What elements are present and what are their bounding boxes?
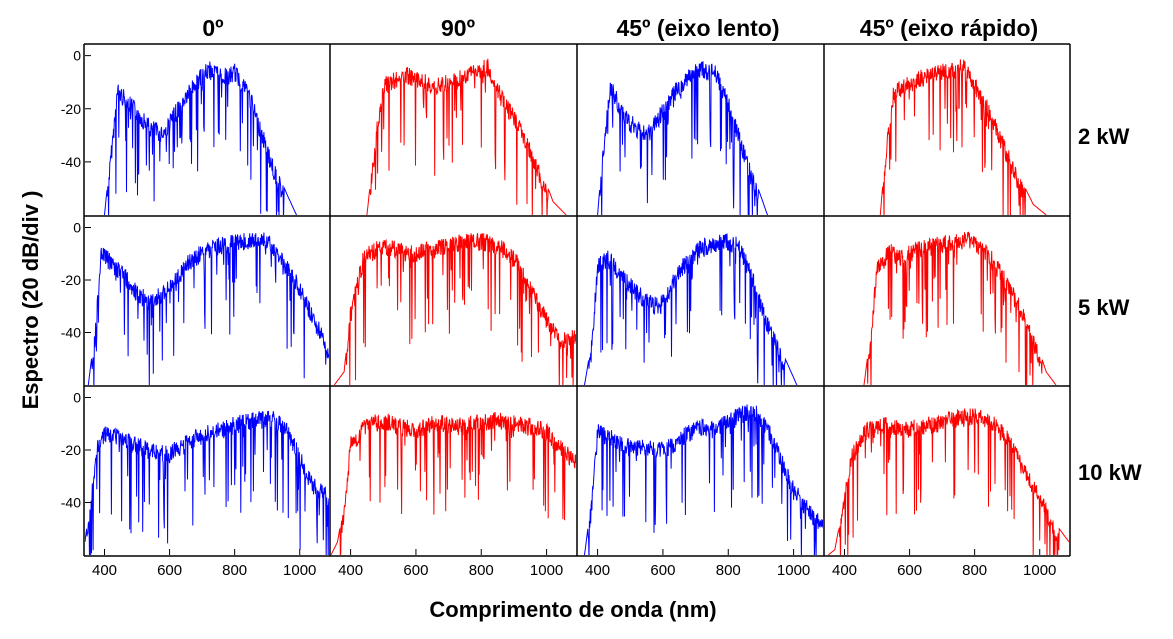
x-tick-label: 800 xyxy=(469,562,494,579)
panel-r0-c1 xyxy=(366,58,567,215)
x-tick-label: 600 xyxy=(157,562,182,579)
panel-r1-c1 xyxy=(333,233,576,385)
spectrum-trace-r1-c0 xyxy=(87,232,329,385)
panel-r2-c0: 0 -20 -40 400 600 800 1000 xyxy=(61,390,329,579)
spectrum-trace-r2-c2 xyxy=(584,404,823,555)
y-tick-label: -20 xyxy=(61,272,81,288)
panel-r0-c3 xyxy=(879,59,1047,215)
x-tick-label: 1000 xyxy=(777,562,810,579)
x-axis-title: Comprimento de onda (nm) xyxy=(429,597,716,622)
row-labels: 2 kW 5 kW 10 kW xyxy=(1078,124,1142,485)
spectrum-trace-r2-c3 xyxy=(828,407,1069,555)
x-tick-label: 400 xyxy=(338,562,363,579)
panel-r1-c3 xyxy=(863,231,1057,385)
column-title-0: 0º xyxy=(202,15,223,41)
x-tick-label: 400 xyxy=(585,562,610,579)
panel-r1-c2 xyxy=(584,233,798,385)
x-tick-label: 800 xyxy=(716,562,741,579)
spectrum-trace-r0-c2 xyxy=(597,60,768,215)
column-title-45-fast: 45º (eixo rápido) xyxy=(860,15,1038,41)
spectrum-trace-r0-c0 xyxy=(104,61,297,215)
y-tick-label: -40 xyxy=(61,325,81,341)
row-label-10kw: 10 kW xyxy=(1078,460,1142,485)
spectrum-trace-r1-c2 xyxy=(584,233,798,385)
spectrum-trace-r0-c3 xyxy=(879,59,1047,215)
spectrum-trace-r0-c1 xyxy=(366,58,567,215)
y-tick-label: 0 xyxy=(73,48,81,64)
x-tick-label: 600 xyxy=(650,562,675,579)
panel-r2-c2: 400 600 800 1000 xyxy=(584,404,823,579)
x-tick-label: 1000 xyxy=(530,562,563,579)
x-tick-label: 800 xyxy=(222,562,247,579)
spectrum-trace-r1-c1 xyxy=(333,233,576,385)
y-tick-label: -20 xyxy=(61,442,81,458)
x-tick-label: 1000 xyxy=(283,562,316,579)
x-tick-label: 600 xyxy=(403,562,428,579)
panel-r0-c2 xyxy=(597,60,768,215)
y-tick-label: -40 xyxy=(61,154,81,170)
y-tick-label: 0 xyxy=(73,390,81,406)
y-axis-title: Espectro (20 dB/div ) xyxy=(18,191,43,410)
row-label-5kw: 5 kW xyxy=(1078,295,1130,320)
x-tick-label: 600 xyxy=(897,562,922,579)
column-title-90: 90º xyxy=(441,15,475,41)
spectrum-trace-r1-c3 xyxy=(863,231,1057,385)
x-tick-label: 400 xyxy=(92,562,117,579)
y-tick-label: -40 xyxy=(61,495,81,511)
y-tick-label: 0 xyxy=(73,220,81,236)
panel-r0-c0: 0 -20 -40 xyxy=(61,48,297,215)
y-tick-label: -20 xyxy=(61,101,81,117)
column-titles: 0º 90º 45º (eixo lento) 45º (eixo rápido… xyxy=(202,15,1038,41)
panel-r1-c0: 0 -20 -40 xyxy=(61,220,329,385)
panel-frame xyxy=(83,43,1071,557)
spectrum-trace-r2-c1 xyxy=(331,411,576,555)
x-tick-label: 1000 xyxy=(1023,562,1056,579)
panel-r2-c1: 400 600 800 1000 xyxy=(331,411,576,579)
x-tick-label: 800 xyxy=(962,562,987,579)
panel-grid: 0 -20 -40 0 -20 -40 0 -20 -40 400 600 800 1000 400 600… xyxy=(61,43,1071,579)
panel-r2-c3: 400 600 800 1000 xyxy=(828,407,1069,579)
row-label-2kw: 2 kW xyxy=(1078,124,1130,149)
column-title-45-slow: 45º (eixo lento) xyxy=(616,15,779,41)
x-tick-label: 400 xyxy=(832,562,857,579)
spectrum-trace-r2-c0 xyxy=(85,410,329,555)
